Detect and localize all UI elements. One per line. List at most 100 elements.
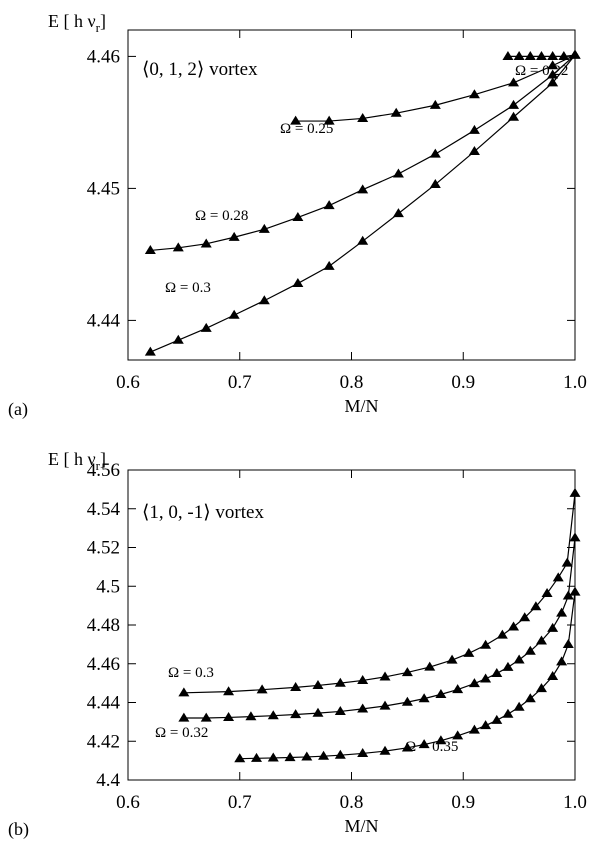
y-axis-label-main: E [ h ν <box>48 449 96 469</box>
data-point-marker <box>435 735 447 745</box>
data-point-marker <box>524 645 536 655</box>
data-point-marker <box>172 334 184 344</box>
data-point-marker <box>547 77 559 87</box>
x-tick-label: 0.7 <box>228 792 252 813</box>
data-point-marker <box>323 115 335 125</box>
data-point-marker <box>200 238 212 248</box>
data-point-marker <box>513 654 525 664</box>
series-1: Ω = 0.25 <box>280 49 581 137</box>
data-point-marker <box>480 720 492 730</box>
data-point-marker <box>418 693 430 703</box>
x-tick-label: 0.9 <box>451 792 475 813</box>
data-point-marker <box>561 557 573 567</box>
data-point-marker <box>519 612 531 622</box>
data-point-marker <box>392 168 404 178</box>
x-tick-label: 0.6 <box>116 792 140 813</box>
data-point-marker <box>245 711 257 721</box>
data-point-marker <box>452 730 464 740</box>
x-tick-label: 0.8 <box>340 792 364 813</box>
data-point-marker <box>178 687 190 697</box>
data-point-marker <box>357 113 369 123</box>
chart-panel-b: 0.6 0.7 0.8 0.9 1.0 4.4 4.42 4.44 4.46 4.48 4.5 4.5… <box>8 449 587 840</box>
data-point-marker <box>463 647 475 657</box>
data-point-marker <box>468 89 480 99</box>
series-line <box>150 54 576 353</box>
data-point-marker <box>429 148 441 158</box>
data-point-marker <box>452 684 464 694</box>
data-point-marker <box>144 346 156 356</box>
data-point-marker <box>524 51 536 60</box>
data-point-marker <box>508 111 520 121</box>
data-point-marker <box>258 223 270 233</box>
data-point-marker <box>569 49 581 59</box>
data-point-marker <box>392 208 404 218</box>
data-point-marker <box>290 115 302 125</box>
data-point-marker <box>547 670 559 680</box>
x-tick-label: 0.9 <box>451 372 475 393</box>
data-point-marker <box>502 51 514 60</box>
data-point-marker <box>508 99 520 109</box>
data-point-marker <box>357 675 369 685</box>
y-axis-label: E [ h νr] <box>48 11 106 35</box>
x-axis-label: M/N <box>344 816 378 836</box>
data-point-marker <box>357 703 369 713</box>
data-point-marker <box>290 709 302 719</box>
data-point-marker <box>379 745 391 755</box>
data-point-marker <box>390 107 402 117</box>
data-point-marker <box>569 487 581 497</box>
data-point-marker <box>290 681 302 691</box>
data-point-marker <box>446 654 458 664</box>
data-point-marker <box>562 638 574 648</box>
data-point-marker <box>508 77 520 87</box>
y-tick-label: 4.48 <box>87 615 120 636</box>
series-annotation: Ω = 0.25 <box>280 121 333 137</box>
y-axis-label-end: ] <box>100 449 106 469</box>
chart-title: ⟨0, 1, 2⟩ vortex <box>142 59 258 80</box>
series-2: Ω = 0.35 <box>234 586 581 763</box>
data-point-marker <box>334 749 346 759</box>
y-axis-label-end: ] <box>100 11 106 31</box>
chart-title: ⟨1, 0, -1⟩ vortex <box>142 502 264 523</box>
data-point-marker <box>556 656 568 666</box>
series-annotation: Ω = 0.35 <box>405 739 458 755</box>
data-point-marker <box>569 586 581 596</box>
series-3: Ω = 0.3 <box>144 49 581 356</box>
data-point-marker <box>357 184 369 194</box>
y-tick-label: 4.5 <box>96 576 120 597</box>
data-point-marker <box>357 748 369 758</box>
data-point-marker <box>491 714 503 724</box>
x-tick-label: 1.0 <box>563 372 587 393</box>
data-point-marker <box>535 683 547 693</box>
data-point-marker <box>258 295 270 305</box>
data-point-marker <box>357 235 369 245</box>
data-point-marker <box>200 712 212 722</box>
data-point-marker <box>496 629 508 639</box>
y-tick-label: 4.52 <box>87 538 120 559</box>
series-1: Ω = 0.32 <box>155 532 581 741</box>
data-point-marker <box>502 661 514 671</box>
data-point-marker <box>429 179 441 189</box>
y-axis-label-subscript: r <box>96 458 101 473</box>
data-point-marker <box>401 742 413 752</box>
x-tick-label: 0.7 <box>228 372 252 393</box>
y-axis-label: E [ h νr] <box>48 449 106 473</box>
y-tick-label: 4.42 <box>87 731 120 752</box>
y-tick-label: 4.44 <box>87 693 121 714</box>
data-point-marker <box>535 51 547 60</box>
data-point-marker <box>547 51 559 60</box>
data-point-marker <box>480 673 492 683</box>
series-2: Ω = 0.28 <box>144 49 581 255</box>
data-point-marker <box>334 677 346 687</box>
data-point-marker <box>547 69 559 79</box>
chart-panel-a: 0.6 0.7 0.8 0.9 1.0 4.44 4.45 4.46 E [ h νr] M/N (… <box>8 11 587 420</box>
data-point-marker <box>200 322 212 332</box>
data-point-marker <box>429 99 441 109</box>
y-axis-label-subscript: r <box>96 20 101 35</box>
series-0: Ω = 0.3 <box>168 487 581 697</box>
data-point-marker <box>292 278 304 288</box>
data-point-marker <box>301 751 313 761</box>
y-tick-label: 4.4 <box>96 770 120 791</box>
series-annotation: Ω = 0.3 <box>168 665 214 681</box>
data-point-marker <box>535 635 547 645</box>
